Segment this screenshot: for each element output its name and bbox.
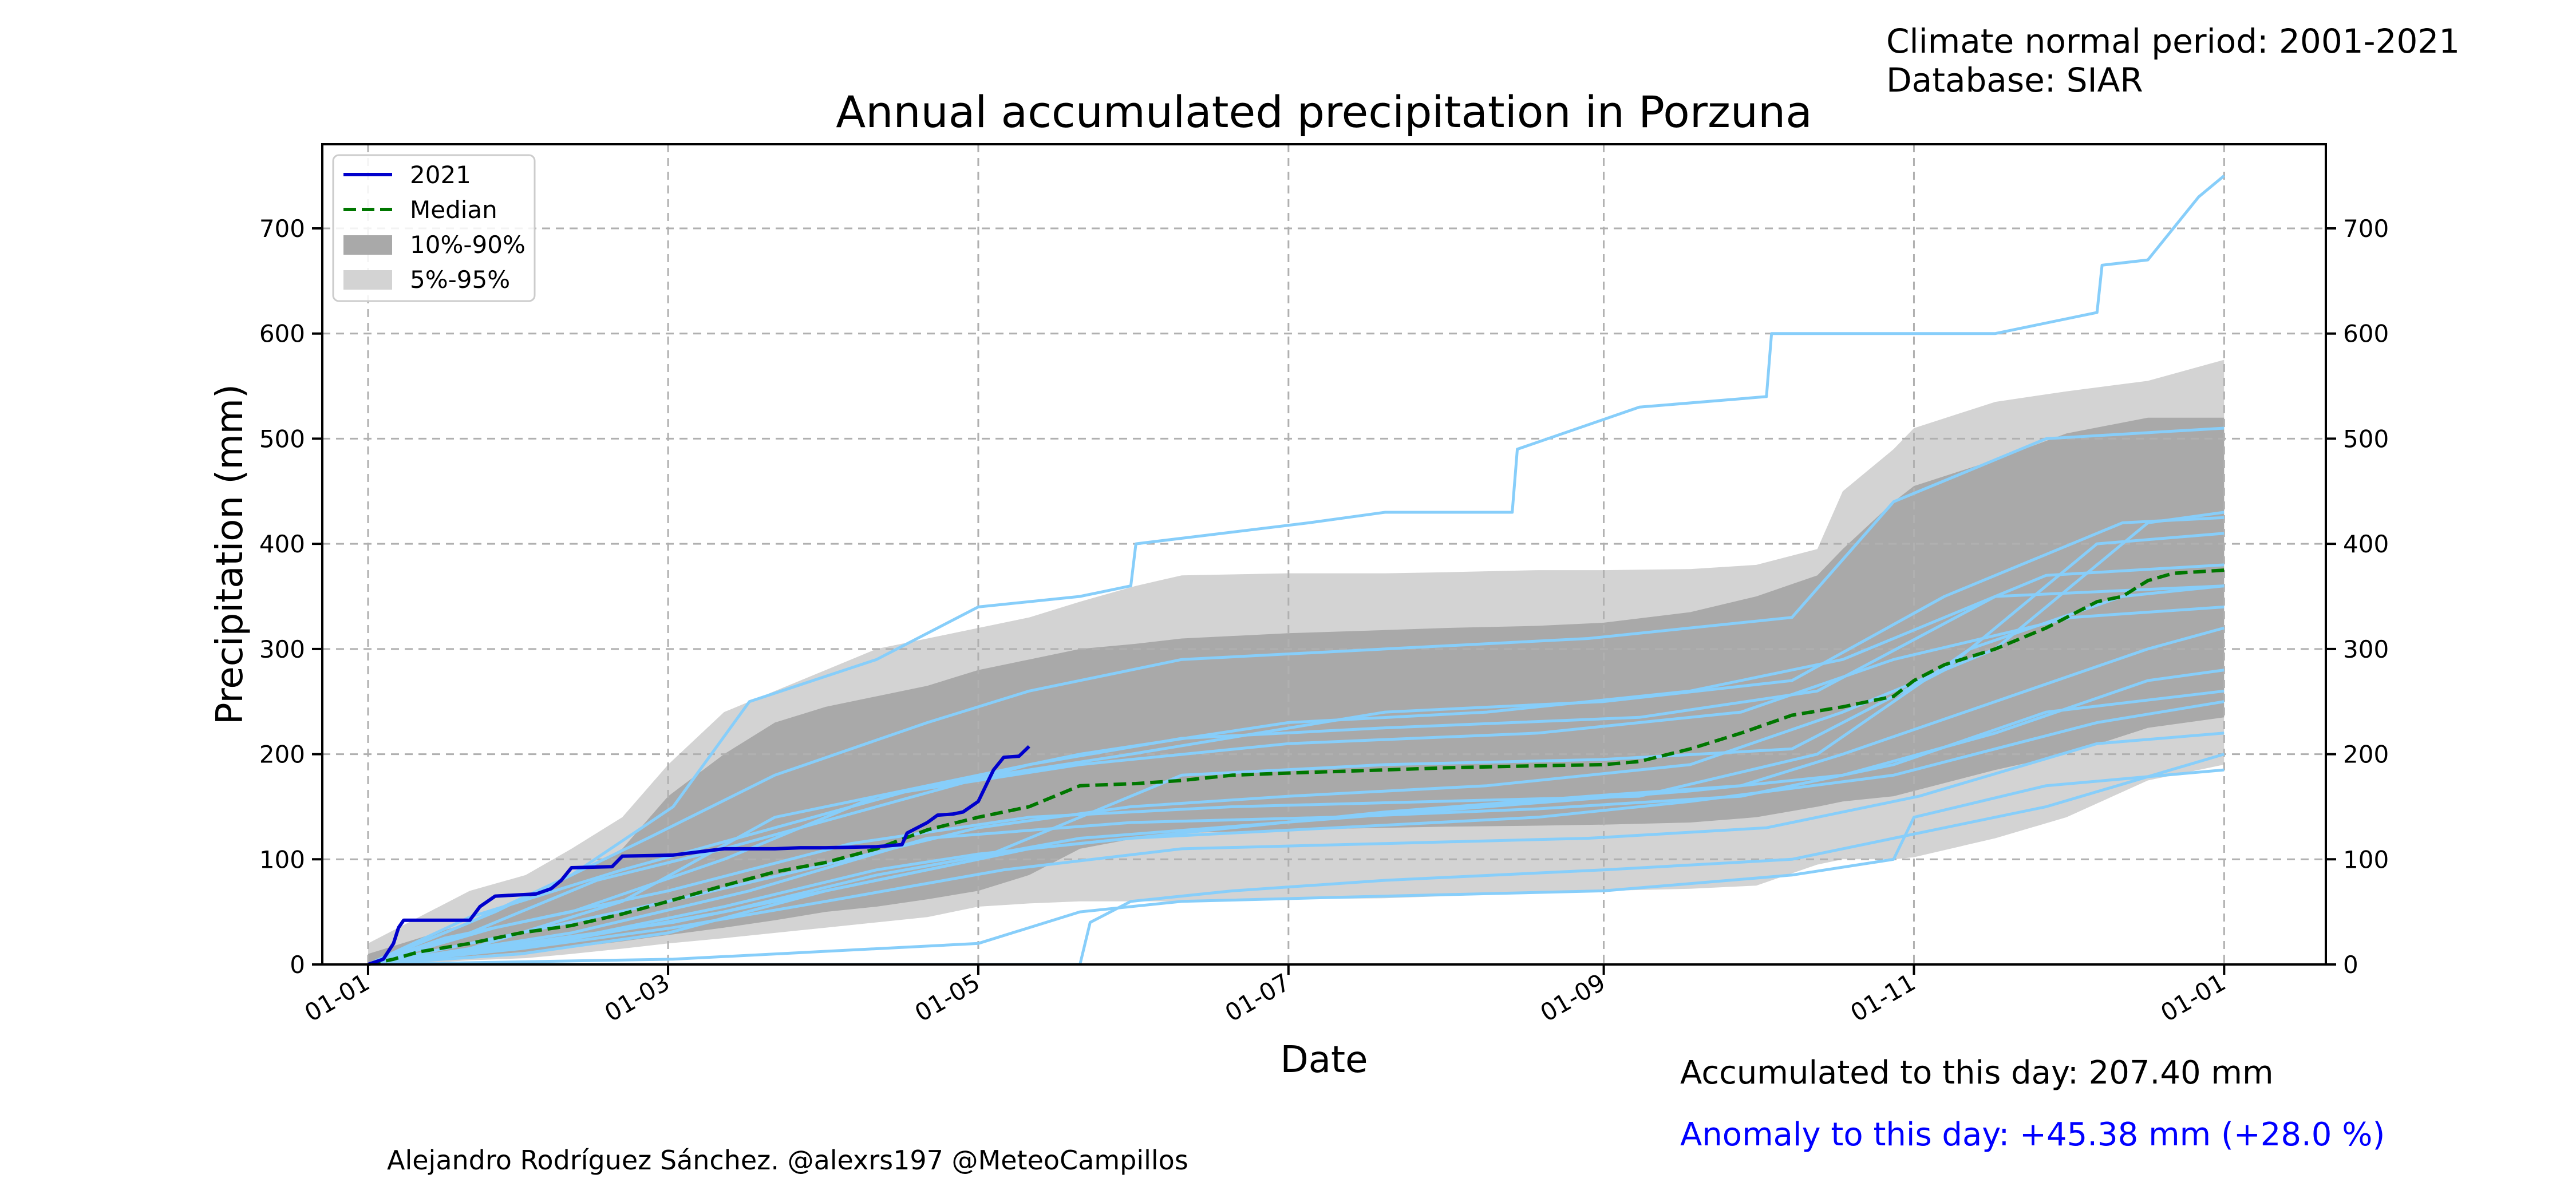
legend-swatch xyxy=(343,270,392,290)
y-tick-label-left: 200 xyxy=(259,741,305,769)
x-axis-label: Date xyxy=(1281,1039,1368,1081)
legend-label: Median xyxy=(410,196,497,224)
x-tick-label: 01-09 xyxy=(1535,968,1610,1027)
legend-label: 10%-90% xyxy=(410,231,526,259)
y-tick-label-right: 600 xyxy=(2343,320,2389,348)
x-tick-label: 01-01 xyxy=(300,968,374,1027)
y-tick-label-right: 700 xyxy=(2343,215,2389,243)
chart-title: Annual accumulated precipitation in Porz… xyxy=(836,86,1812,137)
past-year-line xyxy=(368,753,2225,964)
climate-period-label: Climate normal period: 2001-2021 xyxy=(1886,22,2460,61)
past-year-line xyxy=(367,516,2225,964)
y-tick-label-left: 0 xyxy=(290,951,305,979)
y-tick-label-right: 0 xyxy=(2343,951,2358,979)
database-label: Database: SIAR xyxy=(1886,61,2143,100)
x-tick-label: 01-11 xyxy=(1846,968,1920,1027)
y-tick-label-right: 100 xyxy=(2343,845,2389,873)
y-tick-label-left: 300 xyxy=(259,635,305,663)
y-tick-label-right: 300 xyxy=(2343,635,2389,663)
median-line xyxy=(368,568,2225,966)
plot-frame xyxy=(321,143,2327,966)
y-tick-label-right: 500 xyxy=(2343,425,2389,453)
anomaly-label: Anomaly to this day: +45.38 mm (+28.0 %) xyxy=(1680,1116,2385,1153)
past-year-line xyxy=(368,732,2225,964)
author-credit: Alejandro Rodríguez Sánchez. @alexrs197 … xyxy=(387,1145,1188,1176)
legend: 2021 Median 10%-90% 5%-95% xyxy=(332,154,536,302)
legend-label: 2021 xyxy=(410,161,471,189)
legend-swatch xyxy=(343,235,392,255)
y-tick-label-left: 100 xyxy=(259,845,305,873)
y-tick-label-right: 200 xyxy=(2343,741,2389,769)
x-tick-label: 01-03 xyxy=(600,968,674,1027)
y-tick-label-left: 500 xyxy=(259,425,305,453)
legend-box xyxy=(332,154,536,302)
x-tick-label: 01-07 xyxy=(1220,968,1295,1027)
accumulated-label: Accumulated to this day: 207.40 mm xyxy=(1680,1054,2274,1092)
past-year-line xyxy=(368,584,2225,964)
y-tick-label-left: 400 xyxy=(259,530,305,558)
y-tick-label-left: 700 xyxy=(259,215,305,243)
past-year-line xyxy=(368,689,2225,964)
past-year-line xyxy=(368,605,2225,964)
past-year-line xyxy=(367,175,2225,964)
legend-label: 5%-95% xyxy=(410,266,510,294)
band-10-90 xyxy=(368,417,2225,964)
y-tick-label-left: 600 xyxy=(259,320,305,348)
past-year-line xyxy=(368,626,2225,964)
y-axis-label: Precipitation (mm) xyxy=(209,384,251,725)
y-tick-label-right: 400 xyxy=(2343,530,2389,558)
past-year-line xyxy=(368,700,2225,964)
past-year-line xyxy=(368,768,2225,964)
year-2021-line xyxy=(367,745,1030,966)
past-year-line xyxy=(367,426,2225,964)
x-tick-label: 01-05 xyxy=(910,968,985,1027)
x-tick-label: 01-01 xyxy=(2156,968,2230,1027)
